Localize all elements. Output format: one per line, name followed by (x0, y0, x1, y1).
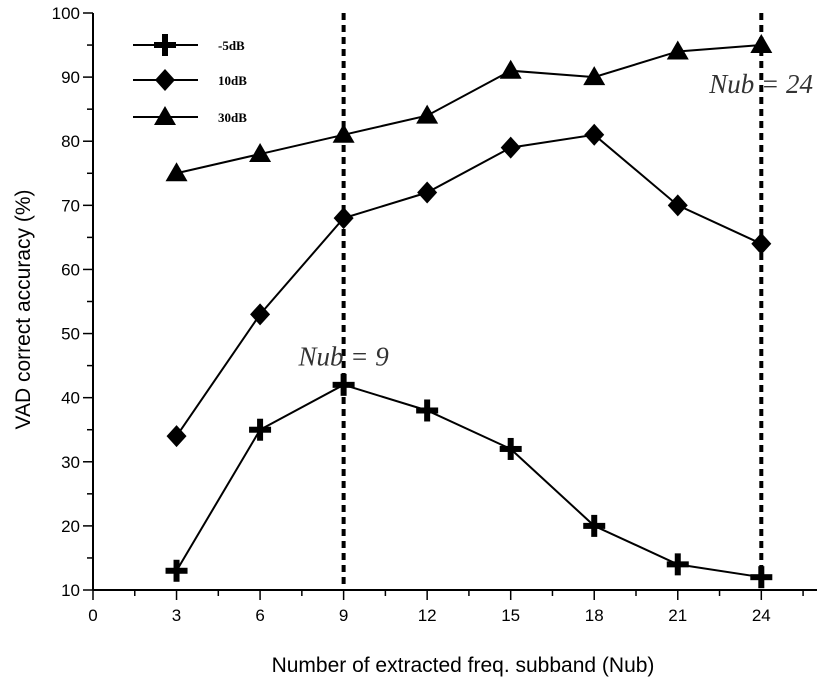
data-point (500, 136, 521, 159)
y-tick-label: 90 (61, 68, 80, 87)
data-point (583, 66, 606, 86)
data-point (499, 437, 522, 460)
legend-label: -5dB (218, 38, 245, 53)
x-tick-label: 3 (172, 606, 181, 625)
x-tick-label: 9 (339, 606, 348, 625)
data-point (332, 373, 355, 396)
reference-lines (341, 13, 764, 590)
data-point (499, 59, 522, 79)
legend-marker (154, 106, 176, 125)
legend-marker (154, 34, 176, 56)
annotations: Nub = 9 Nub = 24 (297, 69, 813, 371)
data-point (165, 559, 188, 582)
data-point (249, 418, 272, 441)
y-tick-label: 60 (61, 260, 80, 279)
y-tick-label: 70 (61, 196, 80, 215)
series-line (176, 44, 762, 175)
y-tick-label: 10 (61, 581, 80, 600)
y-tick-label: 30 (61, 453, 80, 472)
x-axis: 0 3 6 9 12 15 18 21 24 (88, 590, 804, 625)
data-point (165, 162, 188, 182)
series-3 (165, 34, 773, 182)
series-2 (166, 123, 772, 448)
data-point (249, 143, 272, 163)
y-tick-label: 50 (61, 325, 80, 344)
x-axis-title: Number of extracted freq. subband (Nub) (272, 654, 655, 677)
x-tick-label: 6 (255, 606, 264, 625)
legend-label: 30dB (218, 110, 247, 125)
data-point (332, 123, 355, 143)
data-point (166, 425, 187, 448)
legend-label: 10dB (218, 73, 247, 88)
data-point (250, 303, 271, 326)
y-axis: 10 20 30 40 50 60 70 80 90 100 (52, 4, 93, 600)
x-tick-label: 15 (501, 606, 520, 625)
y-tick-label: 20 (61, 517, 80, 536)
series-line (175, 383, 762, 579)
data-point (750, 34, 773, 54)
legend: -5dB 10dB 30dB (133, 34, 247, 125)
data-point (750, 566, 773, 589)
data-point (333, 207, 354, 230)
x-tick-label: 21 (668, 606, 687, 625)
y-tick-label: 80 (61, 132, 80, 151)
data-point (417, 181, 438, 204)
data-point (666, 40, 689, 60)
annotation-label: Nub = 9 (297, 342, 389, 372)
x-tick-label: 18 (585, 606, 604, 625)
x-tick-label: 12 (418, 606, 437, 625)
series-layer (165, 34, 773, 589)
x-tick-label: 24 (752, 606, 771, 625)
x-tick-label: 0 (88, 606, 97, 625)
data-point (751, 232, 772, 255)
legend-marker (155, 69, 175, 91)
y-tick-label: 100 (52, 4, 80, 23)
data-point (416, 399, 439, 422)
data-point (584, 123, 605, 146)
data-point (416, 104, 439, 124)
y-axis-title: VAD correct accuracy (%) (12, 190, 35, 430)
y-tick-label: 40 (61, 389, 80, 408)
data-point (667, 194, 688, 217)
annotation-label: Nub = 24 (708, 69, 813, 99)
series-line (175, 133, 762, 437)
data-point (583, 514, 606, 537)
data-point (666, 553, 689, 576)
series-1 (165, 373, 773, 589)
